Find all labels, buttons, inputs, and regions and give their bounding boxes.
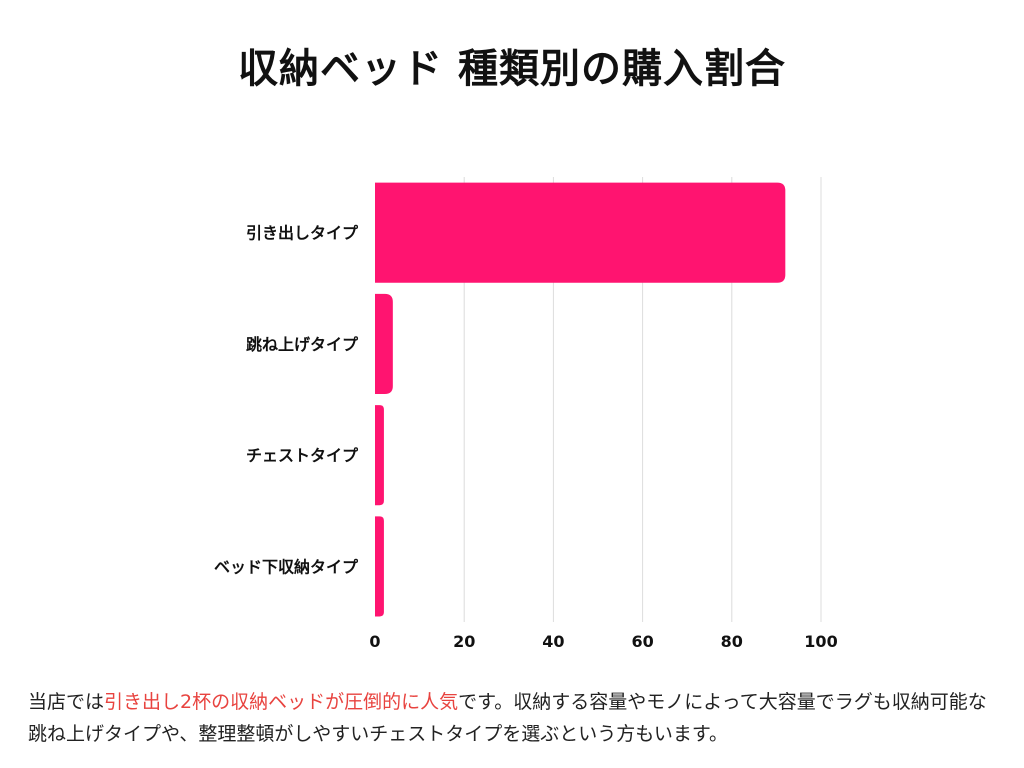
category-label-1: 引き出しタイプ: [246, 224, 359, 243]
bar-2: [375, 293, 393, 394]
x-tick-label-100: 100: [804, 632, 837, 651]
bar-4: [375, 516, 384, 617]
category-label-2: 跳ね上げタイプ: [246, 335, 359, 354]
chart-title: 収納ベッド 種類別の購入割合: [238, 46, 786, 92]
x-tick-label-0: 0: [369, 632, 380, 651]
bar-1: [375, 182, 786, 283]
x-tick-label-80: 80: [721, 632, 743, 651]
footnote-highlight: 引き出し2杯の収納ベッドが圧倒的に人気: [104, 691, 459, 713]
footnote-text-after: です。収納する容量やモノによって大容量でラグも収納可能な跳ね上げタイプや、整理整…: [28, 691, 987, 745]
category-label-4: ベッド下収納タイプ: [214, 557, 359, 576]
x-tick-label-20: 20: [453, 632, 475, 651]
x-tick-label-40: 40: [542, 632, 564, 651]
x-tick-label-60: 60: [631, 632, 653, 651]
footnote-text-before: 当店では: [28, 691, 105, 713]
category-label-3: チェストタイプ: [246, 446, 359, 465]
bar-3: [375, 405, 384, 506]
chart-footnote: 当店では引き出し2杯の収納ベッドが圧倒的に人気です。収納する容量やモノによって大…: [28, 686, 998, 750]
